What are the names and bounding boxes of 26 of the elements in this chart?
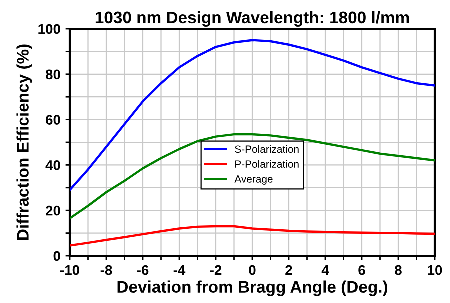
y-tick-label: 40 (46, 160, 60, 170)
line-series (70, 39, 435, 192)
x-axis-title: Deviation from Bragg Angle (Deg.) (118, 280, 388, 296)
y-tick-label: 80 (46, 70, 60, 80)
y-tick-label: 60 (46, 115, 60, 125)
legend-label: S-Polarization (235, 145, 299, 154)
y-tick-label: 20 (46, 206, 60, 216)
x-tick-label: -4 (174, 266, 186, 276)
x-tick-label: -8 (100, 265, 112, 276)
x-tick-label: 2 (286, 265, 292, 276)
line-series (70, 133, 435, 220)
x-tick-label: -2 (210, 265, 222, 276)
x-tick-label: 10 (428, 265, 442, 276)
x-tick-label: 6 (358, 265, 366, 276)
x-tick-label: 8 (395, 265, 402, 276)
y-axis-title: Diffraction Efficiency (%) (16, 44, 32, 240)
y-tick-label: 100 (38, 24, 60, 34)
legend-label: P-Polarization (236, 160, 299, 168)
x-tick-label: -10 (60, 265, 80, 276)
x-tick-label: 4 (322, 266, 330, 276)
x-tick-label: 0 (249, 265, 256, 276)
line-series (70, 225, 435, 247)
legend-label: Average (234, 176, 273, 185)
chart-title: 1030 nm Design Wavelength: 1800 l/mm (96, 11, 410, 27)
x-tick-label: -6 (137, 265, 149, 276)
y-tick-label: 0 (54, 251, 60, 262)
